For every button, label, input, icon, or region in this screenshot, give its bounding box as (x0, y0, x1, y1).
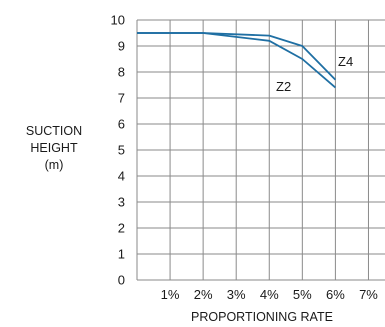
x-tick-label: 6% (326, 287, 345, 302)
y-tick-label: 10 (111, 13, 125, 28)
y-tick-label: 8 (118, 65, 125, 80)
series-label-z2: Z2 (276, 79, 291, 94)
x-tick-label: 1% (161, 287, 180, 302)
y-axis-title-line-3: (m) (45, 158, 64, 172)
grid (137, 19, 385, 281)
y-tick-label: 7 (118, 91, 125, 106)
series-line-z2 (137, 32, 336, 89)
y-tick-label: 5 (118, 143, 125, 158)
tick-labels: 0 1 2 3 4 5 6 7 8 9 10 1% 2% 3% 4% 5% 6% 7% (111, 13, 379, 303)
y-tick-label: 6 (118, 117, 125, 132)
y-axis-title-line-2: HEIGHT (30, 141, 78, 155)
y-tick-label: 1 (118, 247, 125, 262)
x-tick-label: 3% (227, 287, 246, 302)
x-tick-label: 2% (194, 287, 213, 302)
x-tick-label: 7% (359, 287, 378, 302)
x-axis-title: PROPORTIONING RATE (191, 310, 333, 324)
y-tick-label: 9 (118, 39, 125, 54)
y-tick-label: 2 (118, 221, 125, 236)
series-label-z4: Z4 (338, 54, 353, 69)
series-lines: Z4 Z2 (137, 32, 353, 94)
y-tick-label: 0 (118, 273, 125, 288)
y-tick-label: 3 (118, 195, 125, 210)
x-tick-label: 4% (260, 287, 279, 302)
y-axis-title-line-1: SUCTION (26, 124, 82, 138)
y-tick-label: 4 (118, 169, 125, 184)
x-tick-label: 5% (293, 287, 312, 302)
